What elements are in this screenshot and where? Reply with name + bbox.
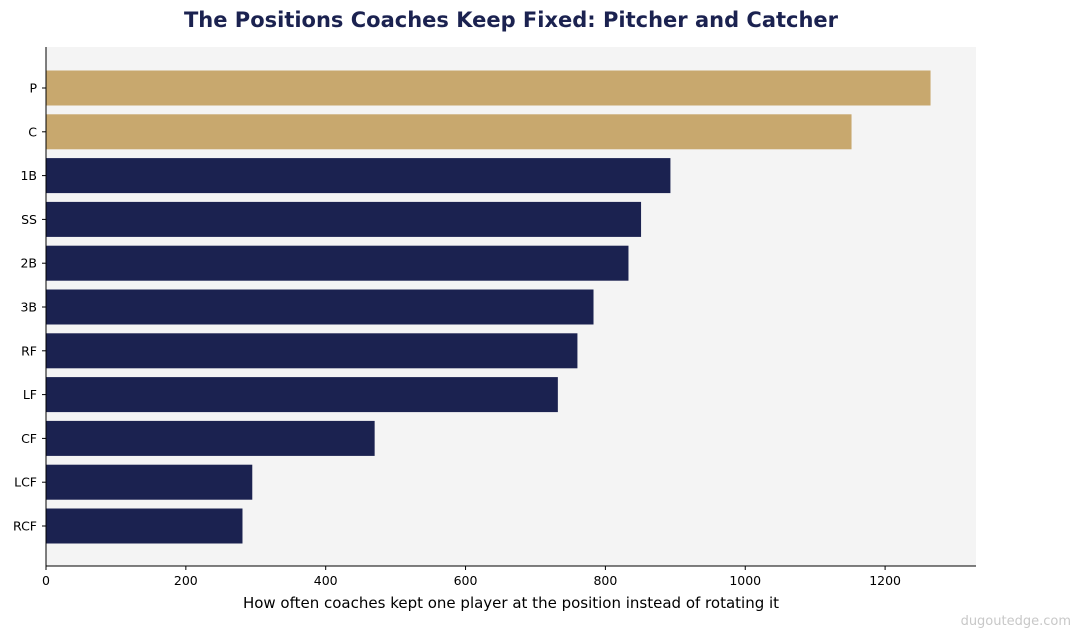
x-tick-label-1200: 1200: [869, 573, 901, 588]
bar-c: [46, 114, 852, 150]
y-tick-labels: P C 1B SS 2B 3B RF LF CF LCF RCF: [13, 81, 46, 534]
y-tick-label-rf: RF: [21, 343, 37, 358]
y-tick-label-c: C: [28, 124, 37, 139]
bar-lf: [46, 377, 558, 413]
x-tick-label-400: 400: [314, 573, 338, 588]
x-tick-label-0: 0: [42, 573, 50, 588]
y-tick-label-lf: LF: [23, 387, 37, 402]
chart-title: The Positions Coaches Keep Fixed: Pitche…: [184, 8, 839, 32]
y-tick-label-1b: 1B: [20, 168, 37, 183]
bars-group: [46, 70, 931, 544]
y-tick-label-rcf: RCF: [13, 519, 37, 534]
bar-2b: [46, 245, 629, 281]
y-tick-label-cf: CF: [21, 431, 37, 446]
y-tick-label-lcf: LCF: [14, 475, 37, 490]
y-tick-label-3b: 3B: [20, 300, 37, 315]
y-tick-label-p: P: [29, 81, 37, 96]
y-tick-label-ss: SS: [21, 212, 37, 227]
bar-rf: [46, 333, 578, 369]
bar-1b: [46, 158, 671, 194]
x-tick-label-200: 200: [174, 573, 198, 588]
x-tick-label-800: 800: [593, 573, 617, 588]
y-tick-label-2b: 2B: [20, 256, 37, 271]
x-tick-label-600: 600: [454, 573, 478, 588]
x-tick-label-1000: 1000: [729, 573, 761, 588]
bar-lcf: [46, 464, 253, 500]
bar-p: [46, 70, 931, 106]
bar-3b: [46, 289, 594, 325]
x-ticks: 0 200 400 600 800 1000 1200: [42, 566, 901, 588]
bar-cf: [46, 420, 375, 456]
source-note: dugoutedge.com: [961, 614, 1071, 629]
x-axis-label: How often coaches kept one player at the…: [243, 594, 779, 612]
bar-ss: [46, 201, 642, 237]
bar-rcf: [46, 508, 243, 544]
